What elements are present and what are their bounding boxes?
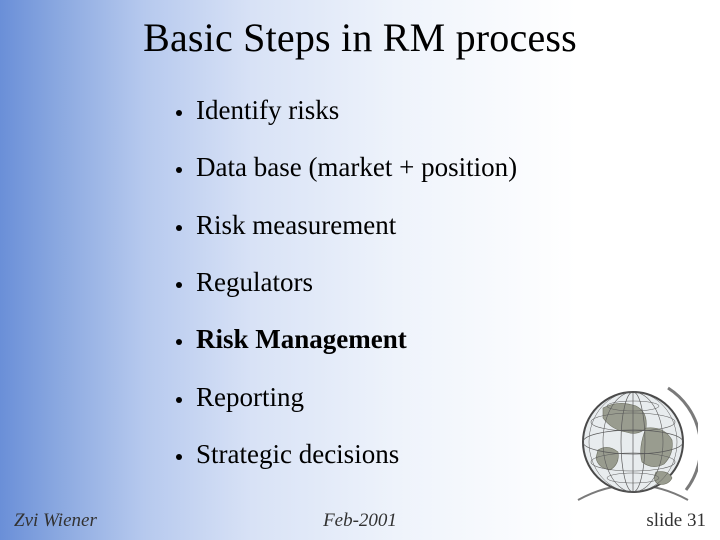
- bullet-item: Data base (market + position): [176, 153, 680, 181]
- bullet-text: Identify risks: [196, 96, 339, 124]
- bullet-text: Regulators: [196, 268, 313, 296]
- bullet-text: Reporting: [196, 383, 304, 411]
- bullet-text: Risk measurement: [196, 211, 396, 239]
- bullet-item: Identify risks: [176, 96, 680, 124]
- bullet-dot-icon: [176, 110, 182, 116]
- bullet-item: Regulators: [176, 268, 680, 296]
- bullet-text: Risk Management: [196, 325, 407, 353]
- bullet-dot-icon: [176, 167, 182, 173]
- bullet-dot-icon: [176, 397, 182, 403]
- bullet-item: Risk measurement: [176, 211, 680, 239]
- bullet-text: Data base (market + position): [196, 153, 517, 181]
- bullet-dot-icon: [176, 282, 182, 288]
- bullet-dot-icon: [176, 454, 182, 460]
- bullet-dot-icon: [176, 339, 182, 345]
- footer: Zvi Wiener Feb-2001 slide 31: [0, 508, 720, 532]
- slide-title: Basic Steps in RM process: [0, 14, 720, 61]
- bullet-dot-icon: [176, 225, 182, 231]
- footer-date: Feb-2001: [0, 510, 720, 532]
- bullet-item: Risk Management: [176, 325, 680, 353]
- wireframe-globe-icon: [568, 380, 698, 510]
- bullet-text: Strategic decisions: [196, 440, 399, 468]
- slide: Basic Steps in RM process Identify risks…: [0, 0, 720, 540]
- footer-slide-number: slide 31: [646, 510, 706, 532]
